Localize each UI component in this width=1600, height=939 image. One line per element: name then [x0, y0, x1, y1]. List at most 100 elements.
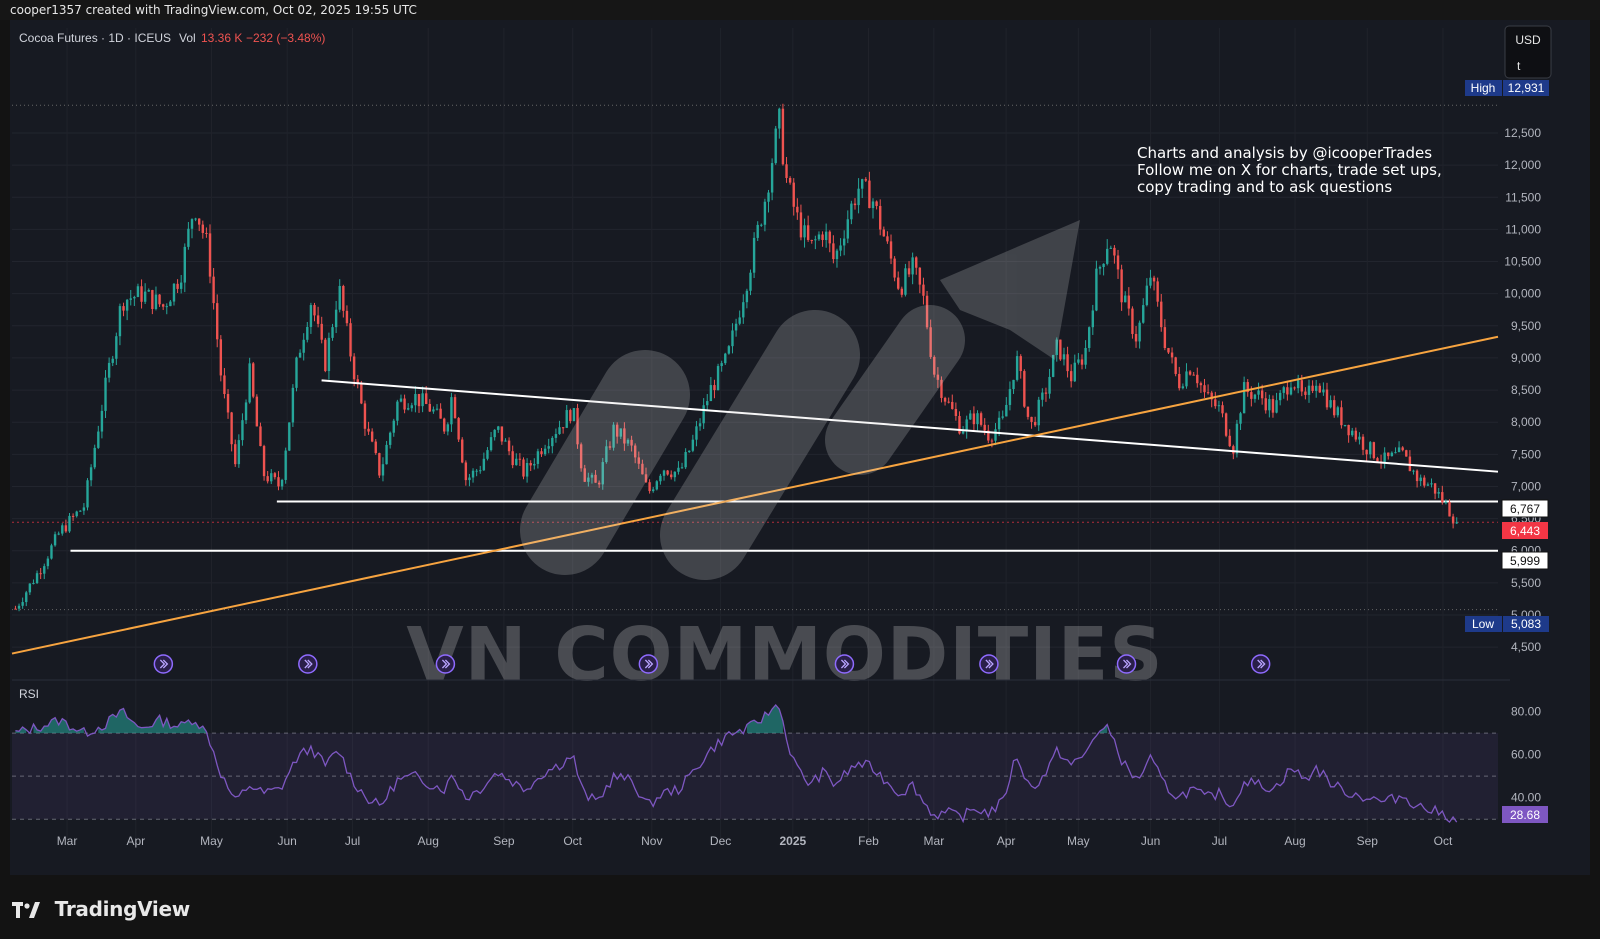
candle-body — [1019, 356, 1022, 372]
legend-vol-value: 13.36 K — [201, 31, 242, 45]
candle-body — [266, 476, 269, 482]
candle-body — [518, 458, 522, 460]
candle-body — [457, 418, 460, 440]
rsi-tick-label: 80.00 — [1511, 705, 1541, 719]
currency-label: USD — [1515, 33, 1541, 47]
annotation-line-3: copy trading and to ask questions — [1137, 178, 1392, 196]
candle-body — [579, 444, 583, 469]
candle-body — [1221, 405, 1224, 414]
candle-body — [1336, 407, 1340, 416]
candle-body — [464, 462, 468, 481]
event-marker-arrow — [985, 659, 994, 669]
candle-body — [1102, 263, 1105, 268]
horizontal-levels — [70, 500, 1498, 552]
candle-body — [1113, 247, 1116, 256]
tradingview-logo[interactable]: TradingView — [12, 897, 190, 921]
candle-body — [1351, 430, 1354, 436]
candle-body — [1314, 385, 1318, 391]
candle-body — [1304, 391, 1307, 395]
candle-body — [597, 482, 601, 485]
candle-body — [277, 477, 280, 487]
chart-frame[interactable] — [10, 20, 1590, 875]
candle-body — [446, 424, 450, 432]
candle-body — [1246, 382, 1249, 393]
candle-body — [252, 363, 255, 397]
candle-body — [118, 306, 122, 337]
time-axis[interactable]: Mar Apr May Jun Jul Aug Sep Oct Nov Dec 2025 Feb Mar… — [57, 834, 1453, 848]
candle-body — [842, 238, 846, 246]
candle-body — [295, 357, 298, 388]
candle-body — [623, 428, 626, 444]
candle-body — [608, 446, 612, 448]
price-tick-label: 9,500 — [1511, 319, 1541, 333]
candle-body — [659, 475, 662, 482]
candle-body — [306, 326, 309, 340]
event-marker-arrow — [840, 659, 850, 669]
candle-body — [670, 474, 673, 478]
candle-body — [897, 277, 900, 289]
candle-body — [1030, 416, 1033, 422]
annotation-line-2: Follow me on X for charts, trade set ups… — [1137, 161, 1442, 179]
price-tags: High 12,931 Low 5,083 6,767 6,443 5,999 … — [1465, 80, 1549, 823]
candle-body — [1163, 327, 1167, 349]
candle-body — [461, 439, 464, 463]
candle-body — [443, 418, 446, 432]
ascending-trendline — [11, 335, 1499, 655]
candle-body — [97, 431, 100, 448]
candle-body — [284, 450, 287, 480]
candle-body — [410, 405, 413, 409]
candle-body — [778, 108, 781, 129]
candle-body — [360, 383, 363, 404]
candle-body — [846, 219, 849, 239]
candle-body — [796, 206, 799, 213]
candle-body — [752, 237, 756, 273]
candle-body — [662, 470, 666, 476]
candle-body — [893, 258, 896, 278]
analysis-annotation: Charts and analysis by @icooperTrades Fo… — [1137, 144, 1442, 196]
candle-body — [933, 356, 936, 375]
candle-body — [450, 397, 453, 425]
candle-body — [1387, 452, 1390, 457]
candle-body — [821, 234, 824, 241]
candle-body — [644, 474, 648, 483]
level-1-tag-bg — [1501, 499, 1549, 518]
candle-body — [428, 403, 432, 412]
legend-symbol[interactable]: Cocoa Futures · 1D · ICEUS — [19, 31, 171, 45]
event-marker-icon — [1250, 654, 1271, 674]
candle-body — [1134, 333, 1138, 342]
candle-body — [223, 375, 226, 395]
candle-body — [1098, 267, 1102, 269]
candle-body — [61, 525, 64, 534]
high-tag-label: High — [1471, 81, 1496, 95]
candle-body — [1242, 382, 1246, 414]
candle-body — [1152, 277, 1156, 282]
candle-body — [273, 473, 277, 478]
candle-body — [630, 439, 633, 446]
low-value-bg — [1503, 616, 1549, 632]
high-tag-value: 12,931 — [1508, 81, 1545, 95]
candle-body — [414, 393, 417, 406]
rsi-value-tag: 28.68 — [1510, 808, 1540, 822]
candle-body — [652, 489, 655, 492]
candle-body — [1062, 354, 1066, 360]
candle-body — [666, 470, 669, 475]
time-tick-label: Nov — [641, 834, 662, 848]
candle-body — [75, 511, 78, 517]
currency-button[interactable]: USD t — [1504, 25, 1552, 79]
candle-body — [886, 236, 889, 242]
candle-body — [1372, 442, 1376, 459]
event-marker-icon — [153, 654, 174, 674]
candle-body — [853, 203, 857, 206]
rsi-tick-label: 60.00 — [1511, 748, 1541, 762]
candle-body — [107, 362, 111, 378]
price-axis[interactable]: 4,5005,0005,5006,0006,5007,0007,5008,000… — [1504, 126, 1541, 654]
candle-body — [850, 203, 853, 220]
candle-body — [576, 408, 579, 445]
candle-body — [82, 507, 86, 511]
candle-body — [612, 424, 615, 448]
rsi-label[interactable]: RSI — [19, 687, 39, 701]
candle-body — [1015, 356, 1019, 380]
watermark-logo-icon — [520, 220, 1080, 580]
candle-body — [1455, 522, 1458, 524]
